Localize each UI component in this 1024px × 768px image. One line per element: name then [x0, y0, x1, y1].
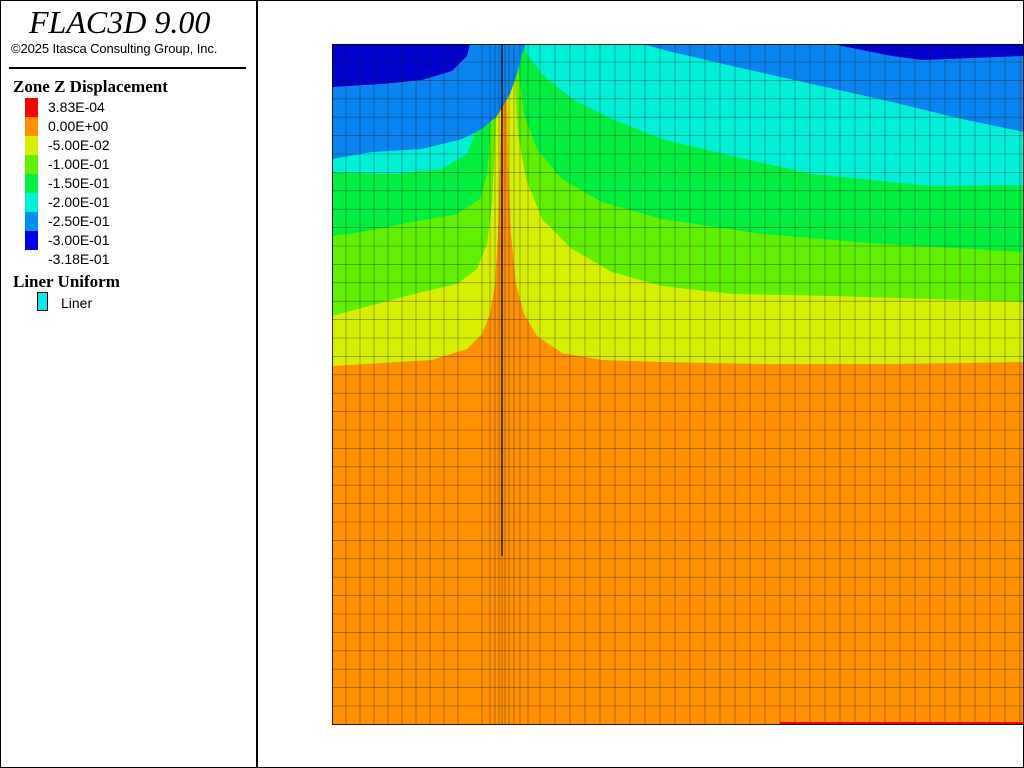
legend-swatch [25, 212, 38, 231]
contour-color-bar [25, 98, 38, 250]
legend-panel: FLAC3D 9.00 ©2025 Itasca Consulting Grou… [1, 1, 258, 767]
legend-value: -2.00E-01 [48, 194, 110, 210]
legend-value: -5.00E-02 [48, 137, 110, 153]
liner-label: Liner [61, 295, 93, 311]
liner-swatch [37, 292, 48, 311]
contour-band-dark-blue-left [332, 44, 470, 87]
legend-swatch [25, 136, 38, 155]
legend-divider [9, 67, 246, 69]
legend-value: -3.00E-01 [48, 232, 110, 248]
legend-value: 3.83E-04 [48, 99, 105, 115]
liner-legend-title: Liner Uniform [13, 272, 120, 291]
contour-legend-labels: 3.83E-04 0.00E+00 -5.00E-02 -1.00E-01 -1… [48, 98, 109, 269]
contour-legend-title: Zone Z Displacement [13, 77, 168, 96]
legend-swatch [25, 155, 38, 174]
app-title: FLAC3D 9.00 [29, 4, 211, 40]
legend-swatch [25, 98, 38, 117]
legend-value: -2.50E-01 [48, 213, 110, 229]
legend-swatch [25, 174, 38, 193]
legend-swatch [25, 193, 38, 212]
legend-value: -1.00E-01 [48, 156, 110, 172]
legend-value: 0.00E+00 [48, 118, 109, 134]
contour-band-dark-blue-right [832, 44, 1024, 60]
legend-swatch [25, 231, 38, 250]
legend-swatch [25, 117, 38, 136]
legend-value: -1.50E-01 [48, 175, 110, 191]
copyright-notice: ©2025 Itasca Consulting Group, Inc. [11, 41, 218, 56]
contour-plot[interactable] [332, 44, 1024, 725]
displacement-contour-svg [332, 44, 1024, 725]
legend-value: -3.18E-01 [48, 251, 110, 267]
mesh-grid [332, 44, 1024, 725]
